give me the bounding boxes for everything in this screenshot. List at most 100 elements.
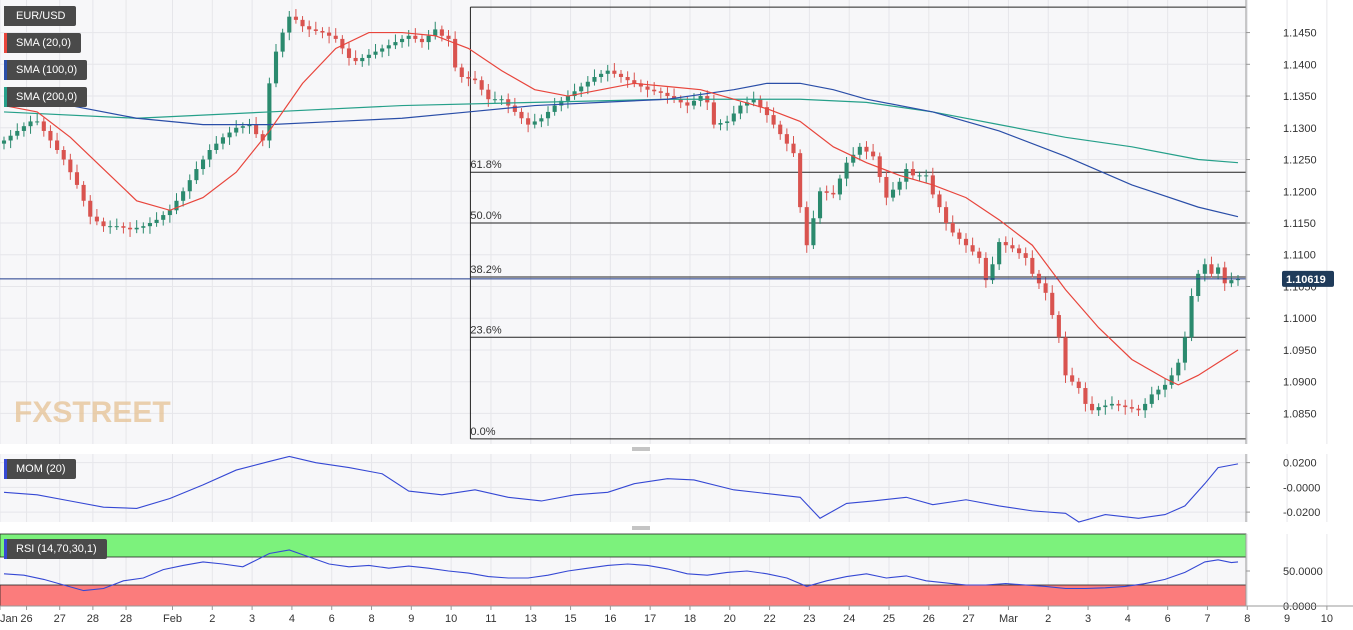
candle	[247, 118, 252, 134]
candle-body	[877, 156, 882, 177]
candle	[672, 88, 677, 104]
candle	[479, 76, 484, 96]
legend-symbol[interactable]: EUR/USD	[4, 6, 76, 26]
candle	[373, 43, 378, 59]
candle	[1043, 277, 1048, 301]
candle	[1123, 399, 1128, 415]
candle-body	[81, 184, 86, 201]
x-tick-label: 25	[883, 613, 895, 625]
candle-body	[280, 32, 285, 52]
candle	[207, 144, 212, 168]
candle-body	[439, 29, 444, 36]
legend-sma100[interactable]: SMA (100,0)	[4, 60, 88, 80]
candle-body	[28, 121, 33, 127]
candle-body	[1030, 257, 1035, 274]
candle-body	[273, 51, 279, 84]
candle	[1070, 367, 1075, 386]
candle	[200, 155, 206, 175]
candle-body	[605, 70, 610, 74]
x-tick-label: 27	[962, 613, 974, 625]
rsi-overbought-zone	[0, 533, 1247, 558]
x-tick-label: 28	[120, 613, 132, 625]
candle-body	[658, 91, 663, 93]
candle	[864, 141, 869, 160]
candle-body	[413, 35, 418, 39]
candle-body	[1050, 292, 1055, 316]
momentum-pane	[0, 454, 1246, 522]
candle-body	[247, 124, 252, 127]
x-tick-label: 15	[564, 613, 576, 625]
candle	[220, 133, 225, 150]
candle	[532, 113, 537, 129]
candle	[519, 108, 524, 124]
candle-body	[1083, 388, 1088, 404]
candle	[360, 54, 365, 67]
candle	[273, 43, 279, 88]
candle-body	[632, 80, 637, 84]
legend-rsi[interactable]: RSI (14,70,30,1)	[4, 539, 107, 559]
candle-body	[94, 216, 99, 222]
candle	[134, 220, 139, 234]
candle	[526, 112, 531, 133]
candle-body	[1209, 264, 1214, 274]
candle	[831, 185, 836, 199]
candle-body	[559, 100, 564, 106]
candle	[897, 177, 902, 196]
candle-body	[857, 146, 862, 155]
candle-body	[366, 54, 371, 58]
legend-sma100-label: SMA (100,0)	[16, 64, 78, 76]
candle	[320, 27, 325, 39]
x-tick-label: 8	[368, 613, 374, 625]
candle	[738, 101, 743, 120]
candle-body	[340, 38, 345, 49]
fib-level-label: 61.8%	[470, 159, 501, 171]
candle	[327, 26, 332, 44]
candle	[970, 237, 975, 256]
x-tick-label: 13	[525, 613, 537, 625]
candle	[101, 217, 106, 232]
x-tick-label: 2	[1045, 613, 1051, 625]
candle	[472, 70, 478, 84]
candle-body	[645, 86, 650, 90]
candle-body	[214, 143, 219, 150]
candle-body	[592, 77, 597, 82]
candle	[307, 20, 312, 38]
x-tick-label: 3	[1085, 613, 1091, 625]
candle	[944, 201, 949, 231]
legend-mom[interactable]: MOM (20)	[4, 459, 76, 479]
candle-body	[1202, 264, 1207, 274]
candle-body	[1162, 384, 1168, 390]
candle	[121, 222, 126, 234]
candle-body	[8, 135, 13, 141]
candle-body	[738, 105, 743, 114]
candle	[1063, 331, 1068, 383]
candle-body	[904, 169, 909, 182]
candle	[55, 132, 60, 154]
candle-body	[400, 38, 405, 43]
candle	[871, 143, 876, 161]
candle-body	[433, 29, 438, 36]
legend-sma200[interactable]: SMA (200,0)	[4, 87, 88, 107]
candle-body	[74, 172, 80, 185]
candle-body	[121, 226, 126, 228]
candle-body	[1, 140, 7, 144]
candle-body	[698, 96, 703, 101]
candle-body	[1010, 245, 1015, 249]
price-y-tick-label: 1.1100	[1283, 250, 1316, 262]
candle	[1209, 256, 1214, 278]
candle	[1202, 258, 1207, 282]
candle-body	[108, 226, 113, 228]
candle-body	[101, 221, 106, 227]
legend-sma20[interactable]: SMA (20,0)	[4, 33, 82, 53]
candle	[393, 34, 398, 50]
x-tick-label: 26	[923, 613, 935, 625]
candle	[1216, 263, 1221, 280]
candle	[1189, 288, 1194, 342]
candle	[711, 94, 716, 129]
candle-body	[512, 105, 517, 112]
candle	[764, 101, 770, 123]
candle	[977, 247, 982, 264]
candle-body	[778, 124, 783, 135]
candle	[963, 233, 969, 253]
